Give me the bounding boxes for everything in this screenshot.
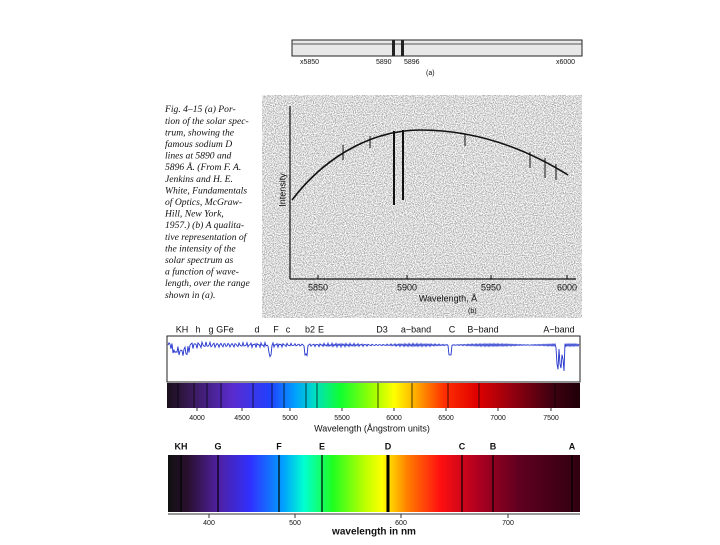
color-band: [168, 455, 580, 512]
caption-line: shown in (a).: [165, 290, 215, 301]
d-line: [392, 40, 395, 56]
caption-line: of Optics, McGraw-: [165, 197, 242, 208]
caption-line: solar spectrum as: [165, 255, 233, 266]
caption-line: Fig. 4–15 (a) Por-: [164, 104, 236, 115]
line-label: D: [385, 441, 392, 451]
x-tick-label: 500: [289, 520, 301, 527]
line-label: KH: [175, 441, 188, 451]
flux-trace: [167, 340, 580, 372]
caption: Fig. 4–15 (a) Por-tion of the solar spec…: [164, 104, 250, 301]
x-tick-label: 6500: [438, 415, 454, 422]
x-tick-label: 7000: [490, 415, 506, 422]
line-label: g: [208, 324, 213, 334]
line-label: C: [459, 441, 466, 451]
line-label: F: [273, 324, 279, 334]
x-axis-label: wavelength in nm: [331, 527, 416, 538]
line-label: b2: [305, 324, 315, 334]
x-ticks: 400 500 600 700: [203, 514, 514, 527]
panel-label: (b): [468, 308, 477, 315]
line-label: d: [254, 324, 259, 334]
line-label: a−band: [401, 324, 431, 334]
x-tick-label: 6000: [557, 282, 577, 292]
line-label: A: [569, 441, 576, 451]
line-label: c: [286, 324, 291, 334]
band-lines: [180, 455, 573, 512]
caption-line: a function of wave-: [165, 267, 239, 278]
caption-line: Hill, New York,: [164, 209, 224, 220]
strip-label: 5896: [404, 59, 420, 66]
x-axis-label: Wavelength, Å: [419, 293, 477, 303]
x-ticks: 5850 5900 5950 6000: [308, 275, 577, 292]
figure-d: KH G F E D C B A 400 500 600 700 wavelength in nm: [168, 441, 580, 538]
line-label: D3: [376, 324, 388, 334]
x-tick-label: 7500: [543, 415, 559, 422]
x-tick-label: 600: [395, 520, 407, 527]
line-label: B−band: [467, 324, 498, 334]
x-tick-label: 4000: [189, 415, 205, 422]
y-axis-label: Intensity: [277, 173, 287, 207]
panel-label: (a): [426, 70, 435, 77]
line-label: E: [319, 441, 325, 451]
x-tick-label: 5000: [282, 415, 298, 422]
caption-line: lines at 5890 and: [165, 151, 232, 162]
x-tick-label: 700: [502, 520, 514, 527]
x-ticks: 4000 4500 5000 5500 6000 6500 7000 7500: [189, 408, 559, 422]
caption-line: trum, showing the: [165, 127, 235, 138]
line-labels: KH G F E D C B A: [175, 441, 576, 451]
line-label: h: [195, 324, 200, 334]
x-tick-label: 5500: [334, 415, 350, 422]
band-lines: [177, 383, 556, 408]
x-tick-label: 6000: [386, 415, 402, 422]
x-tick-label: 5900: [397, 282, 417, 292]
scan-grain: [262, 95, 582, 318]
line-label: F: [276, 441, 282, 451]
caption-line: 5896 Å. (From F. A.: [165, 161, 241, 173]
plot-frame: [166, 335, 581, 383]
caption-line: 1957.) (b) A qualita-: [165, 220, 244, 231]
spectrum-strip: [291, 39, 583, 57]
line-label: E: [318, 324, 324, 334]
line-label: C: [449, 324, 456, 334]
caption-line: White, Fundamentals: [165, 185, 247, 196]
intensity-curve: [291, 129, 569, 201]
caption-line: the intensity of the: [165, 243, 236, 254]
x-tick-label: 4500: [234, 415, 250, 422]
line-label: KH: [176, 324, 189, 334]
x-tick-label: 400: [203, 520, 215, 527]
line-label: GFe: [216, 324, 234, 334]
strip-label: 5890: [376, 59, 392, 66]
x-tick-label: 5850: [308, 282, 328, 292]
color-band: [167, 383, 580, 408]
caption-line: Jenkins and H. E.: [165, 174, 233, 185]
x-axis-label: Wavelength (Ångstrom units): [314, 423, 430, 433]
strip-label: x6000: [556, 59, 575, 66]
d-line: [401, 40, 404, 56]
figure-a: x5850 5890 5896 x6000 (a): [291, 39, 583, 77]
caption-line: famous sodium D: [165, 139, 232, 150]
line-label: G: [214, 441, 221, 451]
figure-b: Intensity 5850 5900 5950 6000 Wavelength, Å…: [262, 95, 582, 318]
line-label: A−band: [543, 324, 574, 334]
strip-label: x5850: [300, 59, 319, 66]
caption-line: tive representation of: [165, 232, 248, 243]
x-tick-label: 5950: [481, 282, 501, 292]
caption-line: length, over the range: [165, 278, 250, 289]
caption-line: tion of the solar spec-: [165, 116, 249, 127]
line-label: B: [490, 441, 497, 451]
